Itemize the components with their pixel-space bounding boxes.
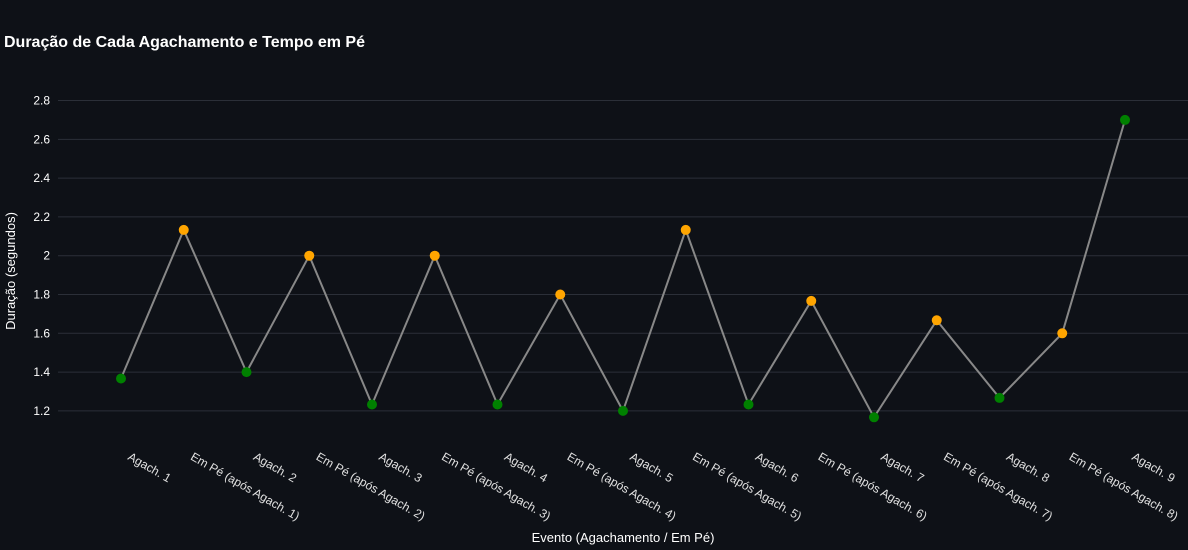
x-tick-label: Agach. 6: [753, 449, 801, 485]
y-tick-labels: 1.2 1.4 1.6 1.8 2 2.2 2.4 2.6 2.8: [33, 94, 50, 418]
x-tick-labels: Agach. 1 Em Pé (após Agach. 1)Agach. 2 Em …: [126, 449, 1181, 523]
y-tick-label: 1.2: [33, 404, 50, 418]
x-tick-label: Em Pé (após Agach. 2): [314, 449, 428, 523]
data-point[interactable]: [304, 250, 315, 261]
data-point[interactable]: [743, 399, 754, 410]
data-point[interactable]: [1057, 328, 1068, 339]
gridlines: [58, 100, 1188, 412]
x-tick-label: Agach. 8: [1004, 449, 1052, 485]
data-point[interactable]: [806, 295, 817, 306]
chart-title: Duração de Cada Agachamento e Tempo em P…: [4, 34, 365, 51]
x-tick-label: Agach. 3: [377, 449, 425, 485]
y-tick-label: 2.4: [33, 171, 50, 185]
data-point[interactable]: [492, 399, 503, 410]
y-tick-label: 1.8: [33, 288, 50, 302]
x-tick-label: Em Pé (após Agach. 6): [816, 449, 930, 523]
data-point[interactable]: [931, 315, 942, 326]
data-point[interactable]: [241, 367, 252, 378]
x-tick-label: Em Pé (após Agach. 1): [188, 449, 302, 523]
y-tick-label: 1.4: [33, 365, 50, 379]
data-point[interactable]: [367, 399, 377, 410]
data-point[interactable]: [994, 392, 1005, 403]
y-tick-label: 1.6: [33, 326, 50, 340]
x-tick-label: Agach. 5: [628, 449, 676, 485]
data-point[interactable]: [680, 224, 691, 235]
x-tick-label: Agach. 4: [502, 449, 550, 485]
data-point[interactable]: [555, 289, 566, 300]
x-tick-label: Agach. 1: [126, 449, 174, 485]
data-point[interactable]: [1120, 114, 1130, 125]
x-tick-label: Em Pé (após Agach. 7): [941, 449, 1055, 523]
data-points: [116, 114, 1130, 423]
x-tick-label: Agach. 2: [251, 449, 299, 485]
x-tick-label: Em Pé (após Agach. 8): [1067, 449, 1181, 523]
x-tick-label: Em Pé (após Agach. 5): [690, 449, 804, 523]
data-point[interactable]: [178, 224, 189, 235]
series-line-path: [120, 119, 1126, 420]
x-tick-label: Agach. 7: [879, 449, 927, 485]
data-point[interactable]: [429, 250, 440, 261]
data-point[interactable]: [869, 412, 879, 423]
y-tick-label: 2.2: [33, 210, 50, 224]
data-point[interactable]: [116, 373, 126, 384]
y-tick-label: 2: [43, 249, 50, 263]
x-axis-title: Evento (Agachamento / Em Pé): [532, 530, 715, 545]
y-axis-title: Duração (segundos): [3, 212, 18, 330]
series-line: [120, 119, 1126, 420]
x-tick-label: Em Pé (após Agach. 3): [439, 449, 553, 523]
data-point[interactable]: [618, 405, 628, 416]
x-tick-label: Agach. 9: [1130, 449, 1178, 485]
y-tick-label: 2.8: [33, 94, 50, 108]
y-tick-label: 2.6: [33, 132, 50, 146]
x-tick-label: Em Pé (após Agach. 4): [565, 449, 679, 523]
